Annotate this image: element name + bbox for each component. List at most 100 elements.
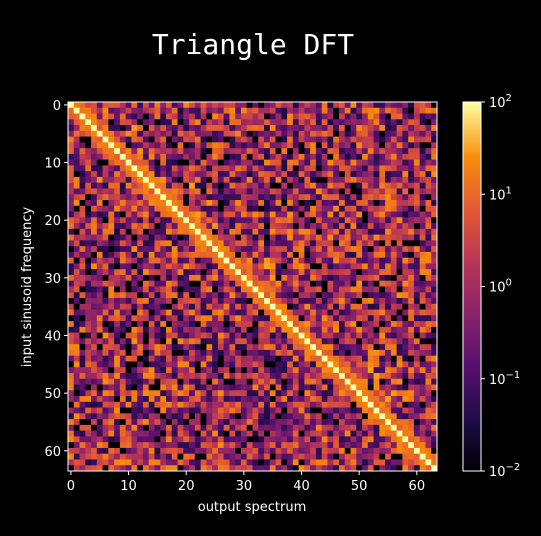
heatmap-cell	[344, 217, 351, 224]
heatmap-cell	[252, 136, 259, 143]
heatmap-cell	[217, 107, 224, 114]
chart-title: Triangle DFT	[152, 28, 354, 61]
heatmap-cell	[148, 442, 155, 449]
heatmap-cell	[264, 125, 271, 132]
heatmap-cell	[183, 442, 190, 449]
heatmap-cell	[338, 419, 346, 426]
heatmap-cell	[131, 321, 138, 328]
heatmap-cell	[298, 419, 305, 426]
heatmap-cell	[183, 171, 190, 178]
heatmap-cell	[177, 269, 184, 276]
heatmap-cell	[229, 119, 236, 126]
heatmap-cell	[425, 292, 432, 299]
heatmap-cell	[292, 442, 299, 449]
heatmap-cell	[310, 447, 317, 455]
heatmap-cell	[350, 205, 357, 212]
heatmap-cell	[177, 413, 184, 420]
heatmap-cell	[154, 321, 161, 328]
heatmap-cell	[189, 136, 196, 143]
heatmap-cell	[269, 303, 276, 310]
heatmap-cell	[166, 251, 173, 258]
heatmap-cell	[281, 130, 288, 137]
heatmap-cell	[310, 367, 317, 374]
heatmap-cell	[160, 119, 167, 126]
heatmap-cell	[160, 142, 167, 149]
heatmap-cell	[246, 326, 253, 333]
heatmap-cell	[73, 401, 80, 408]
heatmap-cell	[385, 338, 392, 345]
heatmap-cell	[292, 148, 299, 155]
heatmap-cell	[373, 344, 380, 351]
heatmap-cell	[321, 153, 328, 160]
heatmap-cell	[252, 413, 259, 420]
heatmap-cell	[379, 119, 386, 126]
heatmap-cell	[396, 338, 403, 345]
heatmap-cell	[258, 194, 265, 201]
heatmap-cell	[85, 465, 92, 472]
heatmap-cell	[408, 102, 415, 109]
heatmap-cell	[269, 280, 276, 287]
heatmap-cell	[298, 263, 305, 270]
heatmap-cell	[206, 453, 213, 460]
heatmap-cell	[287, 159, 294, 166]
heatmap-cell	[287, 424, 294, 431]
heatmap-cell	[166, 413, 173, 420]
heatmap-cell	[68, 286, 75, 293]
heatmap-cell	[119, 332, 126, 339]
heatmap-cell	[373, 298, 380, 305]
heatmap-cell	[102, 286, 109, 293]
heatmap-cell	[102, 459, 109, 466]
colorbar-tick-label: 10−1	[489, 370, 520, 388]
heatmap-cell	[356, 436, 363, 443]
heatmap-cell	[223, 407, 230, 414]
heatmap-cell	[189, 292, 196, 299]
heatmap-cell	[131, 246, 138, 253]
heatmap-cell	[385, 315, 392, 322]
heatmap-cell	[79, 384, 86, 391]
heatmap-cell	[419, 372, 426, 380]
heatmap-cell	[419, 234, 426, 241]
heatmap-cell	[171, 171, 178, 178]
heatmap-cell	[154, 217, 161, 224]
heatmap-cell	[217, 447, 224, 455]
heatmap-cell	[315, 263, 322, 270]
heatmap-cell	[258, 338, 265, 345]
heatmap-cell	[114, 355, 121, 362]
heatmap-cell	[390, 424, 397, 431]
heatmap-cell	[91, 390, 98, 397]
heatmap-cell	[264, 223, 271, 230]
heatmap-cell	[396, 447, 403, 455]
heatmap-cell	[356, 223, 363, 230]
heatmap-cell	[333, 153, 340, 160]
heatmap-cell	[390, 396, 397, 403]
heatmap-cell	[96, 263, 103, 270]
heatmap-cell	[269, 378, 276, 385]
heatmap-cell	[217, 136, 224, 143]
heatmap-cell	[275, 401, 282, 408]
heatmap-cell	[235, 372, 242, 380]
heatmap-cell	[246, 384, 253, 391]
heatmap-cell	[154, 194, 161, 201]
heatmap-cell	[258, 246, 265, 253]
heatmap-cell	[338, 430, 346, 437]
heatmap-cell	[142, 321, 150, 328]
heatmap-cell	[275, 176, 282, 184]
heatmap-cell	[310, 413, 317, 420]
heatmap-cell	[154, 228, 161, 235]
heatmap-cell	[333, 274, 340, 282]
heatmap-cell	[240, 378, 248, 385]
heatmap-cell	[298, 286, 305, 293]
heatmap-cell	[154, 234, 161, 241]
heatmap-cell	[327, 211, 334, 218]
heatmap-cell	[177, 176, 184, 184]
heatmap-cell	[350, 401, 357, 408]
heatmap-cell	[408, 234, 415, 241]
heatmap-cell	[229, 384, 236, 391]
heatmap-cell	[154, 419, 161, 426]
heatmap-cell	[310, 217, 317, 224]
heatmap-cell	[338, 361, 346, 368]
heatmap-cell	[425, 447, 432, 455]
heatmap-cell	[85, 148, 92, 155]
heatmap-cell	[235, 419, 242, 426]
heatmap-cell	[315, 338, 322, 345]
